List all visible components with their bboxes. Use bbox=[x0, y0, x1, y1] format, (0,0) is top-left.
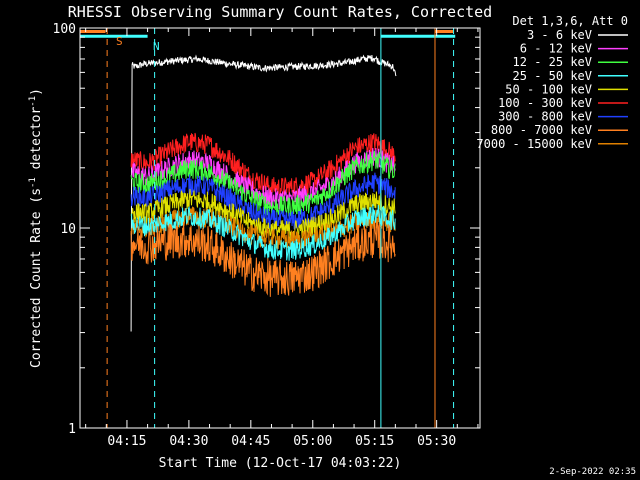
legend-label: 3 - 6 keV bbox=[527, 28, 592, 42]
series-300-800-keV-line bbox=[130, 172, 396, 231]
y-axis-label: Corrected Count Rate (s-1 detector-1) bbox=[28, 88, 44, 368]
x-tick-label: 04:30 bbox=[169, 434, 208, 449]
legend-label: 12 - 25 keV bbox=[513, 55, 592, 69]
night-label: N bbox=[153, 40, 160, 53]
series-layer bbox=[130, 54, 397, 332]
legend-label: 300 - 800 keV bbox=[498, 110, 592, 124]
y-label-end: ) bbox=[29, 88, 44, 96]
x-tick-label: 04:45 bbox=[231, 434, 270, 449]
y-label-sup2: -1 bbox=[28, 96, 38, 107]
marker-lines bbox=[106, 28, 455, 428]
y-tick-label: 10 bbox=[60, 222, 76, 237]
x-axis: 04:15 04:30 04:45 05:00 05:15 05:30 bbox=[85, 28, 479, 449]
y-label-main: Corrected Count Rate (s bbox=[29, 188, 44, 368]
legend-header: Det 1,3,6, Att 0 bbox=[512, 14, 628, 28]
x-tick-label: 04:15 bbox=[107, 434, 146, 449]
x-tick-label: 05:15 bbox=[355, 434, 394, 449]
legend-label: 800 - 7000 keV bbox=[491, 123, 592, 137]
legend-label: 7000 - 15000 keV bbox=[476, 137, 592, 151]
series-25-50-keV-line bbox=[130, 204, 396, 261]
chart-title: RHESSI Observing Summary Count Rates, Co… bbox=[68, 3, 492, 21]
series-7000-15000-keV-line bbox=[130, 206, 396, 250]
y-tick-label: 100 bbox=[53, 22, 76, 37]
y-axis: 1 10 100 bbox=[53, 22, 480, 437]
x-tick-label: 05:00 bbox=[293, 434, 332, 449]
legend-label: 25 - 50 keV bbox=[513, 69, 592, 83]
x-tick-label: 05:30 bbox=[417, 434, 456, 449]
y-label-sup1: -1 bbox=[28, 177, 38, 188]
x-axis-label: Start Time (12-Oct-17 04:03:22) bbox=[159, 456, 402, 471]
y-tick-label: 1 bbox=[68, 422, 76, 437]
legend-label: 50 - 100 keV bbox=[505, 82, 592, 96]
series-800-7000-keV-line bbox=[130, 221, 396, 297]
legend-label: 100 - 300 keV bbox=[498, 96, 592, 110]
series-12-25-keV-line bbox=[130, 150, 396, 217]
y-label-mid: detector bbox=[29, 107, 44, 178]
legend-label: 6 - 12 keV bbox=[520, 42, 592, 56]
series-3-6-keV-line bbox=[130, 54, 397, 332]
instrument-state-bars bbox=[80, 30, 456, 38]
series-50-100-keV-line bbox=[130, 189, 396, 241]
saa-label: S bbox=[116, 35, 123, 48]
footer-timestamp: 2-Sep-2022 02:35 bbox=[549, 467, 636, 477]
